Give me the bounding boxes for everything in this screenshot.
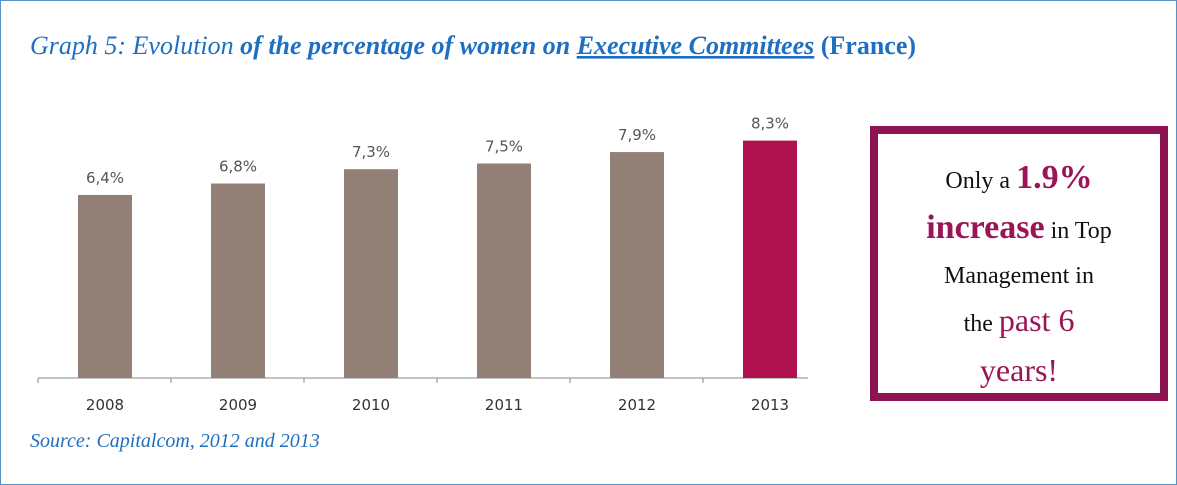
x-tick-label: 2011 bbox=[485, 396, 523, 414]
x-tick-label: 2012 bbox=[618, 396, 656, 414]
value-label: 8,3% bbox=[751, 115, 789, 133]
callout-line: Management in bbox=[944, 263, 1094, 289]
callout-line: the past 6 bbox=[964, 302, 1075, 338]
title-part: (France) bbox=[814, 31, 916, 60]
callout-text: 1.9% bbox=[1016, 159, 1093, 196]
value-label: 7,3% bbox=[352, 143, 390, 161]
x-tick-label: 2009 bbox=[219, 396, 257, 414]
callout-line: increase in Top bbox=[926, 209, 1112, 246]
callout-line: Only a 1.9% bbox=[945, 159, 1092, 196]
callout-text: Only a bbox=[945, 168, 1016, 194]
value-label: 6,8% bbox=[219, 158, 257, 176]
callout-text: years! bbox=[980, 352, 1058, 388]
callout-text: past 6 bbox=[999, 302, 1075, 338]
callout-text: the bbox=[964, 311, 999, 337]
title-part: Executive Committees bbox=[576, 31, 815, 60]
title-part: of the percentage of women on bbox=[240, 31, 577, 60]
bar bbox=[477, 163, 531, 378]
value-label: 6,4% bbox=[86, 169, 124, 187]
title-part: Graph 5: Evolution bbox=[30, 31, 240, 60]
callout-text: increase bbox=[926, 209, 1044, 246]
value-label: 7,5% bbox=[485, 138, 523, 156]
source: Source: Capitalcom, 2012 and 2013 bbox=[30, 430, 320, 452]
callout-box bbox=[870, 126, 1168, 401]
x-tick-label: 2008 bbox=[86, 396, 124, 414]
bar bbox=[78, 194, 132, 378]
bar bbox=[211, 183, 265, 378]
bar bbox=[743, 140, 797, 378]
bar bbox=[610, 152, 664, 378]
callout-text: in Top bbox=[1045, 218, 1112, 244]
bar bbox=[344, 169, 398, 378]
callout-text: Management in bbox=[944, 263, 1094, 289]
value-label: 7,9% bbox=[618, 126, 656, 144]
x-tick-label: 2013 bbox=[751, 396, 789, 414]
callout-line: years! bbox=[980, 352, 1058, 388]
chart-title: Graph 5: Evolution of the percentage of … bbox=[30, 31, 916, 60]
x-tick-label: 2010 bbox=[352, 396, 390, 414]
